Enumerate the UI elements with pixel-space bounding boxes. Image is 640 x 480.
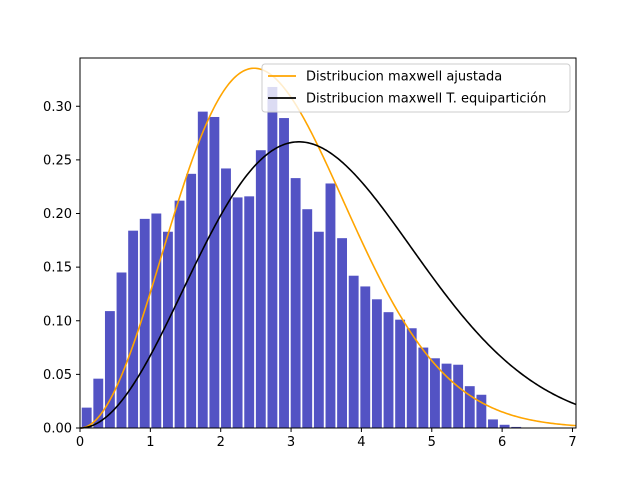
- distribution-curves: [79, 67, 577, 429]
- histogram-bar: [511, 426, 522, 428]
- histogram-bar: [128, 230, 139, 428]
- axes-frame: [79, 57, 577, 429]
- legend: Distribucion maxwell ajustada Distribucio…: [261, 63, 571, 113]
- histogram-bar: [395, 319, 406, 428]
- x-tick-label: 3: [287, 435, 295, 450]
- histogram-bar: [279, 118, 289, 428]
- histogram-bar: [313, 231, 324, 428]
- histogram-bar: [348, 275, 359, 428]
- x-tick-label: 2: [217, 435, 225, 450]
- x-axis-ticks: 0 1 2 3 4 5 6 7: [76, 428, 577, 450]
- x-tick-label: 1: [146, 435, 154, 450]
- x-tick-label: 7: [568, 435, 576, 450]
- legend-label: Distribucion maxwell ajustada: [306, 70, 502, 85]
- histogram-bar: [232, 197, 243, 428]
- y-tick-label: 0.20: [43, 207, 72, 222]
- x-tick-label: 6: [498, 435, 506, 450]
- histogram-bar: [267, 86, 278, 429]
- histogram-bar: [255, 150, 266, 429]
- y-tick-label: 0.05: [43, 368, 72, 383]
- histogram-bar: [221, 168, 231, 428]
- histogram-bar: [476, 394, 487, 428]
- y-axis-ticks: 0.00 0.05 0.10 0.15 0.20 0.25 0.30: [43, 100, 80, 437]
- histogram-bars: [81, 86, 522, 429]
- curve-maxwell-fitted: [79, 67, 577, 429]
- histogram-bar: [499, 424, 510, 428]
- histogram-bar: [406, 328, 417, 428]
- legend-box: [261, 63, 571, 113]
- histogram-bar: [302, 209, 313, 428]
- y-tick-label: 0.10: [43, 314, 72, 329]
- histogram-bar: [360, 286, 371, 428]
- x-tick-label: 4: [357, 435, 365, 450]
- x-tick-label: 5: [428, 435, 436, 450]
- histogram-bar: [116, 272, 127, 428]
- y-tick-label: 0.30: [43, 100, 72, 115]
- histogram-bar: [174, 200, 185, 428]
- histogram-bar: [244, 196, 255, 428]
- histogram-bar: [453, 364, 464, 428]
- histogram-bar: [383, 312, 394, 428]
- histogram-bar: [151, 213, 162, 428]
- histogram-bar: [430, 358, 440, 428]
- histogram-bar: [337, 238, 348, 428]
- histogram-bar: [197, 111, 208, 428]
- histogram-bar: [290, 178, 301, 428]
- y-tick-label: 0.00: [43, 422, 72, 437]
- histogram-bar: [104, 311, 115, 428]
- histogram-bar: [418, 347, 429, 428]
- histogram-bar: [209, 116, 220, 428]
- histogram-bar: [464, 386, 475, 428]
- histogram-bar: [186, 173, 197, 428]
- histogram-bar: [139, 218, 150, 428]
- histogram-bar: [441, 363, 452, 428]
- histogram-bar: [488, 419, 498, 428]
- histogram-bar: [81, 407, 92, 428]
- legend-label: Distribucion maxwell T. equipartición: [306, 92, 546, 107]
- histogram-bar: [371, 299, 382, 428]
- curve-maxwell-equipartition: [79, 141, 577, 429]
- y-tick-label: 0.25: [43, 153, 72, 168]
- histogram-bar: [325, 183, 336, 428]
- histogram-bar: [163, 231, 173, 428]
- histogram-bar: [93, 378, 104, 428]
- x-tick-label: 0: [76, 435, 84, 450]
- y-tick-label: 0.15: [43, 261, 72, 276]
